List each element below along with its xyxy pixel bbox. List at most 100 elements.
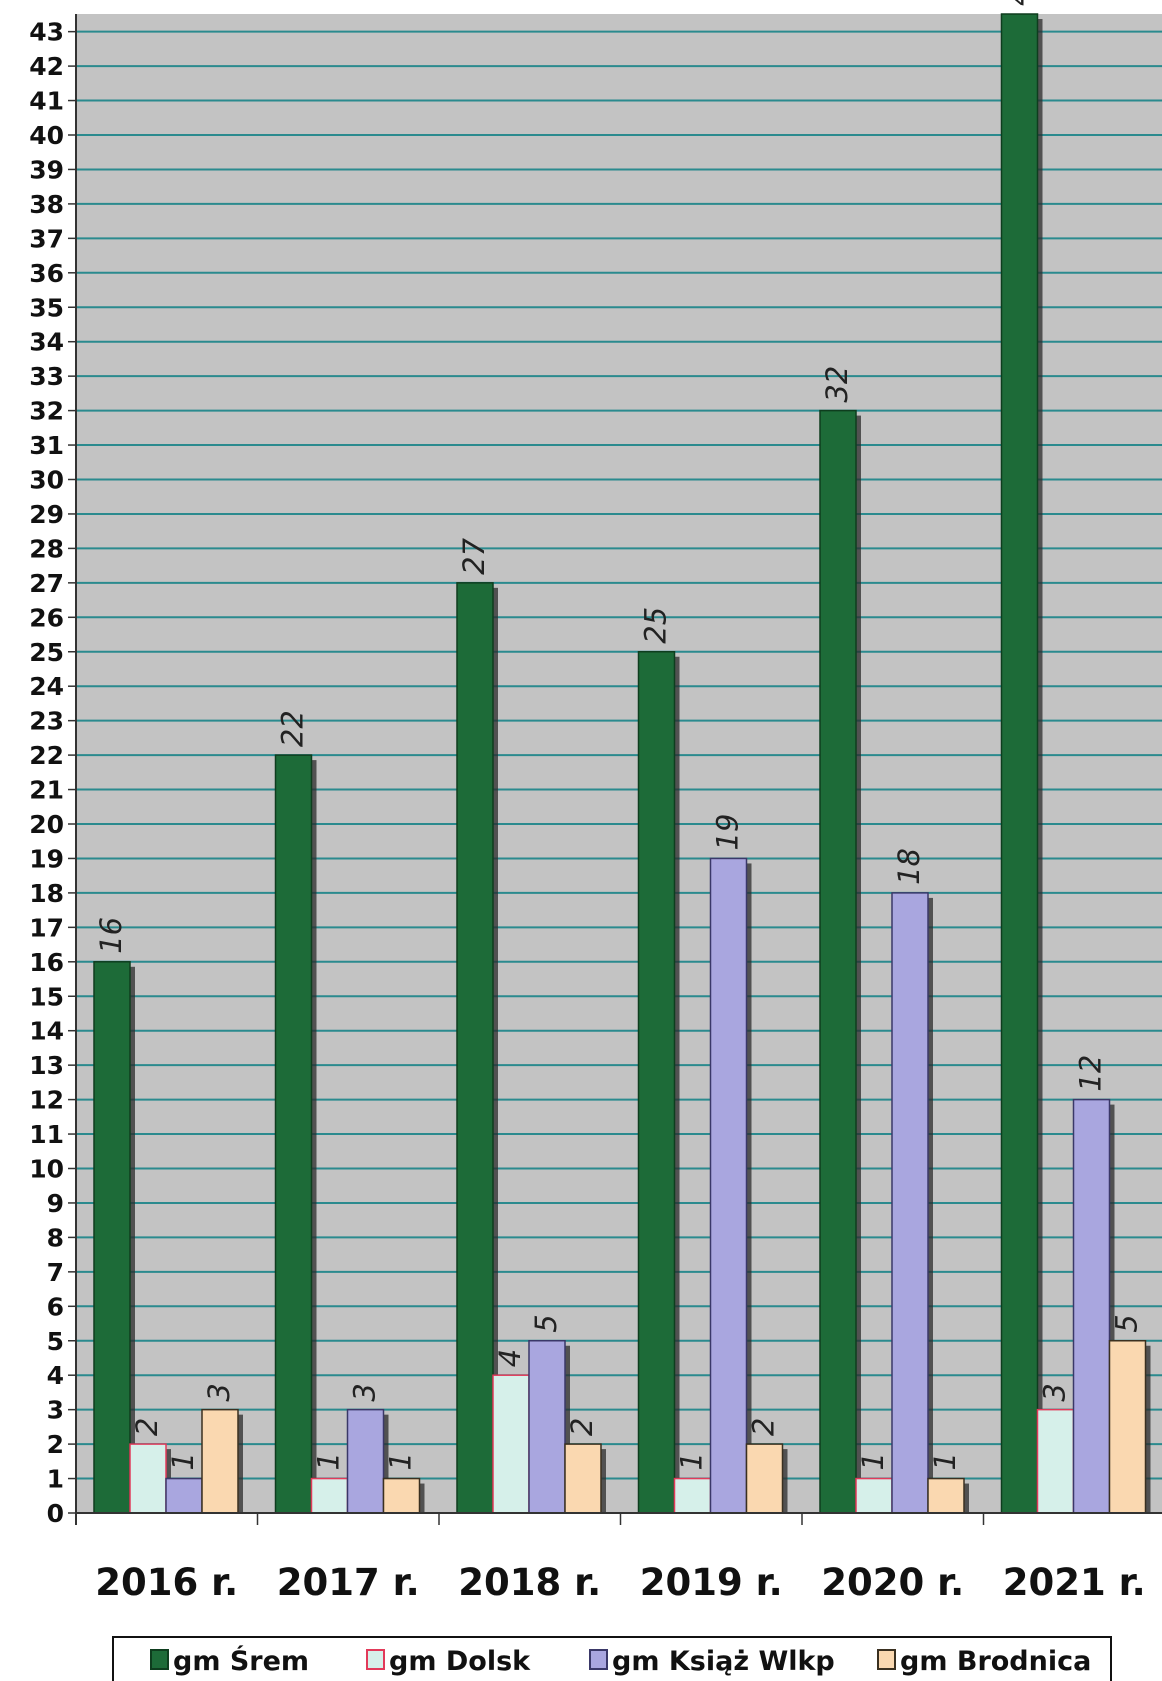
y-tick-label: 5 — [47, 1327, 64, 1356]
data-label: 46 — [1002, 0, 1036, 6]
bar — [382, 1477, 421, 1514]
y-tick-label: 11 — [29, 1120, 64, 1149]
bar — [165, 1477, 203, 1514]
y-tick-label: 14 — [29, 1017, 64, 1046]
data-label: 3 — [1038, 1383, 1072, 1401]
x-axis-tick-labels: 2016 r. 2017 r. 2018 r. 2019 r. 2020 r. 2021 … — [95, 1561, 1145, 1604]
legend: gm Śrem gm Dolsk gm Książ Wlkp gm Brodnica — [112, 1636, 1112, 1681]
y-tick-label: 27 — [29, 569, 64, 598]
y-tick-label: 19 — [29, 844, 64, 873]
y-tick-label: 10 — [29, 1155, 64, 1184]
data-label: 1 — [856, 1452, 890, 1470]
data-label: 4 — [493, 1349, 527, 1367]
data-label: 19 — [711, 814, 745, 851]
x-tick-label: 2018 r. — [458, 1561, 601, 1604]
legend-swatch — [150, 1649, 169, 1670]
y-tick-label: 8 — [47, 1223, 64, 1252]
data-label: 2 — [565, 1418, 599, 1436]
y-tick-label: 6 — [47, 1292, 64, 1321]
y-tick-label: 17 — [29, 913, 64, 942]
y-tick-label: 22 — [29, 741, 64, 770]
legend-swatch — [589, 1649, 608, 1670]
y-tick-label: 21 — [29, 776, 64, 805]
bar — [492, 1374, 530, 1514]
legend-label: gm Książ Wlkp — [612, 1646, 835, 1677]
y-tick-label: 4 — [47, 1361, 64, 1390]
y-tick-label: 42 — [29, 52, 64, 81]
y-axis-tick-labels: 0123456789101112131415161718192021222324… — [29, 18, 64, 1528]
data-label: 25 — [639, 607, 673, 644]
bar — [528, 1340, 566, 1514]
data-label: 32 — [820, 366, 854, 403]
y-tick-label: 1 — [47, 1465, 64, 1494]
data-label: 16 — [94, 917, 128, 954]
y-tick-label: 37 — [29, 224, 64, 253]
bar — [745, 1443, 784, 1514]
y-tick-label: 36 — [29, 259, 64, 288]
y-tick-label: 24 — [29, 672, 64, 701]
y-tick-label: 16 — [29, 948, 64, 977]
axes — [68, 14, 1162, 1525]
y-tick-label: 38 — [29, 190, 64, 219]
y-tick-label: 9 — [47, 1189, 64, 1218]
data-label: 2 — [747, 1418, 781, 1436]
y-tick-label: 26 — [29, 603, 64, 632]
plot-area — [76, 14, 1162, 1513]
y-tick-label: 43 — [29, 18, 64, 47]
data-label: 3 — [348, 1383, 382, 1401]
data-labels: 162132213127452251192321181463125 — [94, 0, 1144, 1471]
bar — [274, 754, 313, 1514]
y-tick-label: 41 — [29, 87, 64, 116]
bar — [855, 1477, 893, 1514]
legend-swatch — [877, 1649, 896, 1670]
bar — [564, 1443, 602, 1514]
x-tick-label: 2016 r. — [95, 1561, 238, 1604]
data-label: 12 — [1074, 1055, 1108, 1092]
data-label: 5 — [1110, 1314, 1144, 1332]
y-tick-label: 28 — [29, 534, 64, 563]
x-tick-label: 2021 r. — [1003, 1561, 1146, 1604]
y-tick-label: 33 — [29, 362, 64, 391]
x-tick-label: 2017 r. — [277, 1561, 420, 1604]
data-label: 1 — [675, 1452, 709, 1470]
bar — [1072, 1098, 1111, 1514]
y-tick-label: 29 — [29, 500, 64, 529]
y-tick-label: 39 — [29, 155, 64, 184]
bar — [637, 651, 676, 1514]
legend-box — [112, 1636, 1112, 1681]
y-tick-label: 2 — [47, 1430, 64, 1459]
y-tick-label: 7 — [47, 1258, 64, 1287]
data-label: 1 — [384, 1452, 418, 1470]
bar — [129, 1443, 167, 1514]
data-label: 1 — [928, 1452, 962, 1470]
bar — [201, 1408, 239, 1514]
y-tick-label: 31 — [29, 431, 64, 460]
bar — [1000, 13, 1039, 1514]
bar — [310, 1477, 349, 1514]
data-label: 22 — [276, 710, 310, 747]
x-tick-label: 2020 r. — [821, 1561, 964, 1604]
bar — [673, 1477, 712, 1514]
y-tick-label: 32 — [29, 397, 64, 426]
legend-swatch — [366, 1649, 385, 1670]
bar — [93, 961, 131, 1514]
bar — [1036, 1408, 1075, 1514]
y-tick-label: 20 — [29, 810, 64, 839]
bar — [709, 857, 748, 1514]
data-label: 5 — [529, 1314, 563, 1332]
y-tick-label: 15 — [29, 982, 64, 1011]
y-tick-label: 13 — [29, 1051, 64, 1080]
bar — [456, 582, 494, 1514]
y-tick-label: 12 — [29, 1086, 64, 1115]
legend-label: gm Śrem — [173, 1645, 309, 1677]
y-tick-label: 18 — [29, 879, 64, 908]
bar — [346, 1408, 385, 1514]
y-tick-label: 40 — [29, 121, 64, 150]
bar — [819, 409, 857, 1514]
data-label: 1 — [312, 1452, 346, 1470]
data-label: 27 — [457, 537, 491, 574]
data-label: 1 — [166, 1452, 200, 1470]
y-tick-label: 34 — [29, 328, 64, 357]
y-tick-label: 35 — [29, 293, 64, 322]
